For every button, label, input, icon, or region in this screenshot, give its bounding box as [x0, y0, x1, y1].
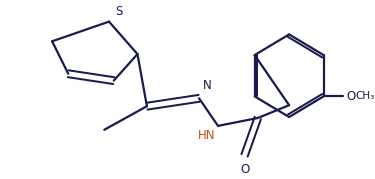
Text: CH₃: CH₃ [356, 91, 375, 101]
Text: N: N [203, 79, 211, 92]
Text: O: O [240, 163, 249, 176]
Text: O: O [346, 90, 355, 103]
Text: S: S [116, 5, 123, 18]
Text: HN: HN [198, 129, 215, 142]
